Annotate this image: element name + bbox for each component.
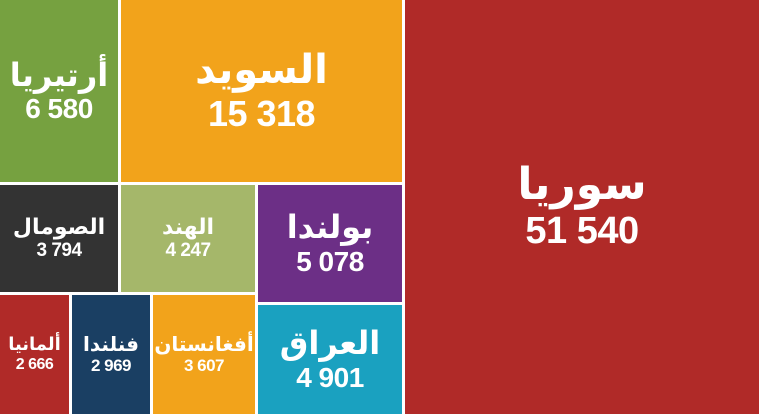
- tile-value-label: 5 078: [296, 245, 364, 277]
- tile-country-label: فنلندا: [83, 332, 139, 357]
- tile-country-label: أفغانستان: [154, 332, 254, 357]
- treemap-tile: بولندا 5 078: [258, 185, 402, 302]
- treemap-tile: فنلندا 2 969: [72, 295, 150, 414]
- treemap-tile: ألمانيا 2 666: [0, 295, 69, 414]
- tile-value-label: 15 318: [207, 93, 316, 135]
- treemap-tile: الهند 4 247: [121, 185, 255, 292]
- tile-country-label: الصومال: [12, 214, 106, 240]
- tile-country-label: العراق: [279, 324, 381, 362]
- treemap-tile: سوريا 51 540: [405, 0, 759, 414]
- tile-value-label: 3 607: [183, 356, 225, 376]
- tile-value-label: 4 901: [296, 361, 364, 393]
- treemap-tile: السويد 15 318: [121, 0, 402, 182]
- tile-country-label: سوريا: [517, 158, 647, 210]
- tile-value-label: 6 580: [25, 93, 93, 125]
- treemap-tile: الصومال 3 794: [0, 185, 118, 292]
- tile-country-label: بولندا: [286, 208, 374, 246]
- tile-value-label: 2 969: [90, 356, 132, 376]
- treemap-tile: أفغانستان 3 607: [153, 295, 255, 414]
- treemap-tile: العراق 4 901: [258, 305, 402, 414]
- tile-country-label: السويد: [195, 47, 328, 94]
- tile-value-label: 51 540: [525, 210, 639, 253]
- tile-country-label: ألمانيا: [8, 333, 61, 355]
- treemap-tile: أرتيريا 6 580: [0, 0, 118, 182]
- tile-country-label: الهند: [161, 214, 214, 240]
- tile-country-label: أرتيريا: [9, 55, 109, 94]
- tile-value-label: 4 247: [165, 240, 211, 262]
- tile-value-label: 2 666: [15, 355, 54, 373]
- tile-value-label: 3 794: [36, 240, 82, 262]
